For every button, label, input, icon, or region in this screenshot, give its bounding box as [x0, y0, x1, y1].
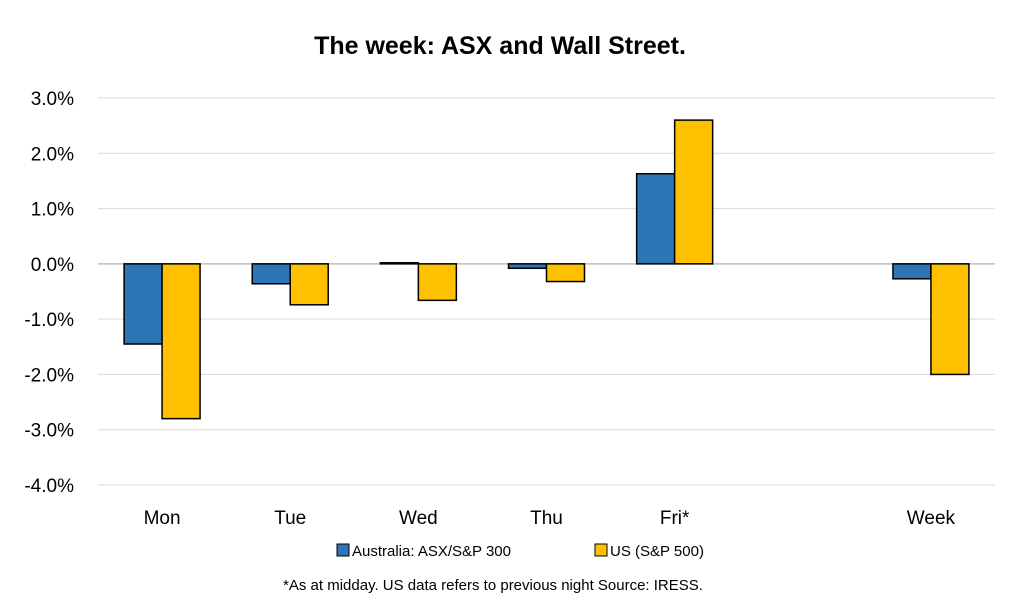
- y-tick-label: 1.0%: [31, 200, 74, 221]
- bar-australia-wed: [379, 262, 420, 265]
- x-axis: Mon Tue Wed Thu Fri* Week: [144, 508, 956, 529]
- bar-us-mon: [161, 263, 201, 420]
- legend: Australia: ASX/S&P 300 US (S&P 500): [336, 543, 704, 560]
- y-tick-label: -4.0%: [24, 476, 74, 497]
- bar-us-week: [930, 263, 970, 376]
- bar-australia-tue: [251, 263, 291, 285]
- grid-lines: [98, 97, 995, 486]
- bar-australia-mon: [123, 263, 163, 345]
- chart-title: The week: ASX and Wall Street.: [314, 32, 686, 60]
- x-tick-label: Week: [907, 508, 956, 529]
- bars: [123, 119, 970, 420]
- bar-australia-fri: [635, 172, 676, 265]
- y-tick-label: 3.0%: [31, 89, 74, 110]
- footnote: *As at midday. US data refers to previou…: [283, 577, 703, 594]
- legend-swatch-us: [594, 543, 608, 557]
- y-tick-label: -1.0%: [24, 310, 74, 331]
- x-tick-label: Thu: [530, 508, 563, 529]
- x-tick-label: Mon: [144, 508, 181, 529]
- x-tick-label: Wed: [399, 508, 438, 529]
- x-tick-label: Tue: [274, 508, 306, 529]
- y-tick-label: -3.0%: [24, 421, 74, 442]
- legend-swatch-australia: [336, 543, 350, 557]
- legend-label-us: US (S&P 500): [610, 543, 704, 560]
- bar-us-wed: [417, 263, 458, 302]
- bar-australia-thu: [507, 263, 548, 270]
- y-axis: 3.0% 2.0% 1.0% 0.0% -1.0% -2.0% -3.0% -4.0%: [24, 89, 74, 497]
- bar-us-fri: [673, 119, 714, 265]
- legend-label-australia: Australia: ASX/S&P 300: [352, 543, 511, 560]
- y-tick-label: 0.0%: [31, 255, 74, 276]
- bar-australia-week: [892, 263, 932, 280]
- y-tick-label: 2.0%: [31, 144, 74, 165]
- x-tick-label: Fri*: [660, 508, 690, 529]
- bar-us-thu: [545, 263, 586, 283]
- y-tick-label: -2.0%: [24, 365, 74, 386]
- bar-us-tue: [289, 263, 329, 306]
